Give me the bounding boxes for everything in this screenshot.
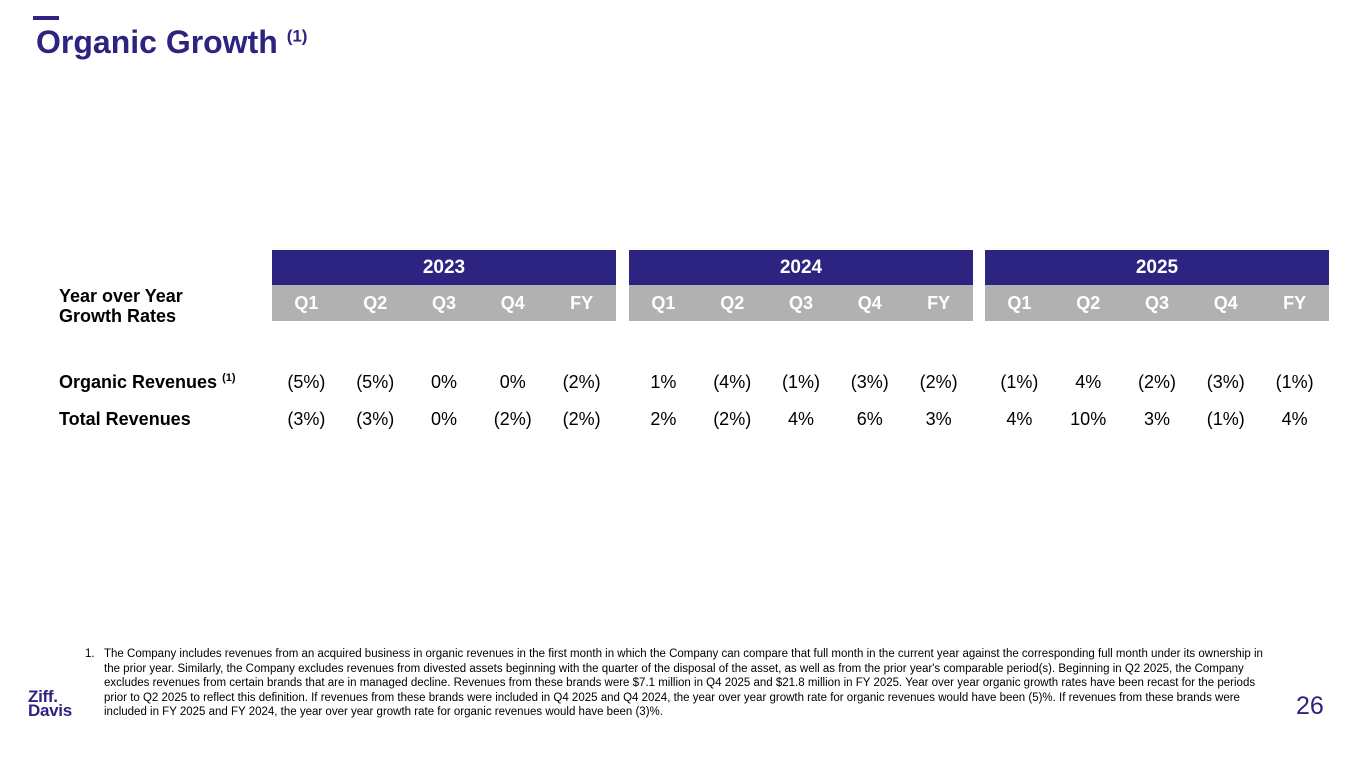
- page-title-text: Organic Growth: [36, 24, 278, 60]
- table-cell: (3%): [1206, 372, 1245, 392]
- footnote-marker: 1.: [85, 648, 95, 660]
- table-cell: (2%): [919, 372, 958, 392]
- year-block-2023: 2023 Q1 Q2 Q3 Q4 FY: [272, 250, 616, 321]
- table-cell: (1%): [1275, 372, 1314, 392]
- row-axis-header: Year over Year Growth Rates: [59, 286, 183, 326]
- table-cell: 0%: [499, 372, 526, 392]
- year-header-2023: 2023: [272, 250, 616, 285]
- table-cell: 1%: [650, 372, 677, 392]
- table-cell: (2%): [713, 409, 752, 429]
- period-header: FY: [1283, 292, 1307, 313]
- organic-revenues-values-2023: (5%) (5%) 0% 0% (2%): [272, 372, 616, 393]
- organic-revenues-values-2024: 1% (4%) (1%) (3%) (2%): [629, 372, 973, 393]
- table-cell: (1%): [1206, 409, 1245, 429]
- footnote: 1. The Company includes revenues from an…: [85, 647, 1270, 720]
- table-cell: 3%: [1143, 409, 1170, 429]
- logo-line1: Ziff.: [28, 687, 58, 706]
- table-cell: (3%): [850, 372, 889, 392]
- organic-revenues-values-2025: (1%) 4% (2%) (3%) (1%): [985, 372, 1329, 393]
- year-header-2025: 2025: [985, 250, 1329, 285]
- year-block-2025: 2025 Q1 Q2 Q3 Q4 FY: [985, 250, 1329, 321]
- table-cell: 0%: [430, 372, 457, 392]
- year-block-2024: 2024 Q1 Q2 Q3 Q4 FY: [629, 250, 973, 321]
- total-revenues-values-2023: (3%) (3%) 0% (2%) (2%): [272, 409, 616, 430]
- table-cell: (4%): [713, 372, 752, 392]
- period-header: Q1: [651, 292, 676, 313]
- period-header: Q4: [500, 292, 525, 313]
- period-header-row-2024: Q1 Q2 Q3 Q4 FY: [629, 285, 973, 321]
- period-header: Q2: [720, 292, 745, 313]
- period-header: Q3: [788, 292, 813, 313]
- row-label-organic-revenues: Organic Revenues (1): [59, 372, 236, 393]
- table-cell: (5%): [287, 372, 326, 392]
- period-header-row-2023: Q1 Q2 Q3 Q4 FY: [272, 285, 616, 321]
- table-cell: 4%: [787, 409, 814, 429]
- table-cell: (1%): [781, 372, 820, 392]
- table-cell: (2%): [493, 409, 532, 429]
- period-header: Q3: [431, 292, 456, 313]
- row-label-text: Total Revenues: [59, 409, 191, 429]
- table-cell: 2%: [650, 409, 677, 429]
- title-accent-bar: [33, 16, 59, 20]
- period-header: Q1: [1007, 292, 1032, 313]
- period-header: Q2: [1076, 292, 1101, 313]
- table-cell: (2%): [562, 372, 601, 392]
- footnote-text: The Company includes revenues from an ac…: [104, 648, 1263, 719]
- table-cell: 3%: [925, 409, 952, 429]
- row-label-total-revenues: Total Revenues: [59, 409, 191, 430]
- period-header: Q4: [857, 292, 882, 313]
- year-header-2024: 2024: [629, 250, 973, 285]
- row-label-text: Organic Revenues: [59, 372, 218, 392]
- logo-line2: Davis: [28, 701, 72, 720]
- table-cell: 10%: [1070, 409, 1107, 429]
- table-cell: (2%): [562, 409, 601, 429]
- table-cell: 0%: [430, 409, 457, 429]
- total-revenues-values-2025: 4% 10% 3% (1%) 4%: [985, 409, 1329, 430]
- period-header: Q3: [1144, 292, 1169, 313]
- table-cell: (1%): [1000, 372, 1039, 392]
- row-axis-header-line2: Growth Rates: [59, 306, 177, 326]
- page-title: Organic Growth (1): [36, 24, 307, 61]
- table-cell: (5%): [356, 372, 395, 392]
- row-label-footnote-ref: (1): [222, 372, 236, 384]
- table-cell: 4%: [1281, 409, 1308, 429]
- table-cell: (2%): [1137, 372, 1176, 392]
- table-cell: 4%: [1075, 372, 1102, 392]
- total-revenues-values-2024: 2% (2%) 4% 6% 3%: [629, 409, 973, 430]
- ziff-davis-logo: Ziff. Davis: [28, 687, 72, 720]
- period-header: FY: [570, 292, 594, 313]
- table-cell: 6%: [856, 409, 883, 429]
- period-header-row-2025: Q1 Q2 Q3 Q4 FY: [985, 285, 1329, 321]
- table-cell: (3%): [287, 409, 326, 429]
- table-cell: 4%: [1006, 409, 1033, 429]
- page-title-footnote-ref: (1): [286, 26, 308, 46]
- row-axis-header-line1: Year over Year: [59, 286, 183, 306]
- period-header: Q1: [294, 292, 319, 313]
- period-header: Q4: [1213, 292, 1238, 313]
- period-header: Q2: [363, 292, 388, 313]
- page-number: 26: [1296, 692, 1324, 720]
- period-header: FY: [927, 292, 951, 313]
- table-cell: (3%): [356, 409, 395, 429]
